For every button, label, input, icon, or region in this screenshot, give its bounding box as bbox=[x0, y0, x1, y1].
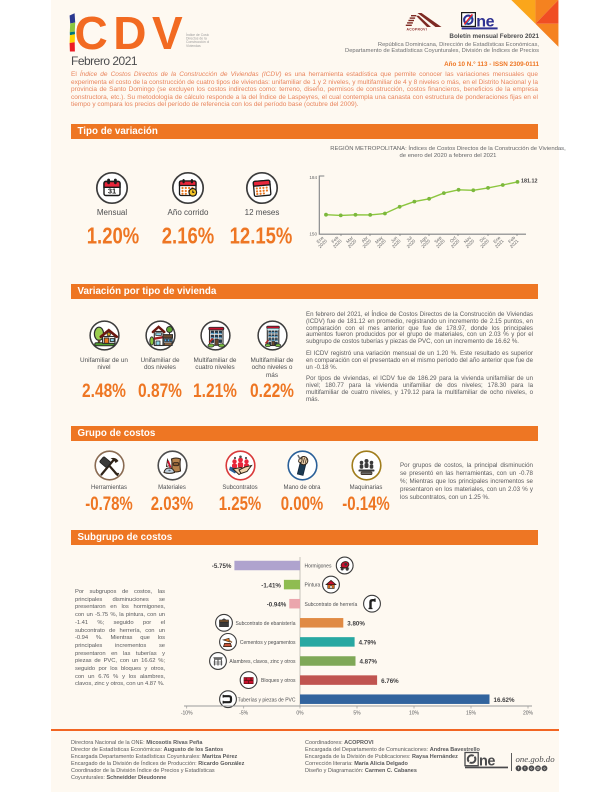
svg-text:-10%: -10% bbox=[181, 711, 193, 717]
svg-text:Índice de Costos: Índice de Costos bbox=[186, 33, 209, 37]
svg-text:-0.94%: -0.94% bbox=[267, 601, 287, 608]
svg-text:4.79%: 4.79% bbox=[359, 640, 377, 647]
svg-text:0%: 0% bbox=[296, 711, 304, 717]
svg-text:one.gob.do: one.gob.do bbox=[516, 754, 556, 764]
svg-text:2020: 2020 bbox=[362, 238, 373, 249]
svg-text:ACOPROVI: ACOPROVI bbox=[407, 28, 428, 32]
svg-text:Sep: Sep bbox=[433, 235, 443, 245]
svg-text:2020: 2020 bbox=[450, 238, 461, 249]
svg-text:2020: 2020 bbox=[435, 238, 446, 249]
svg-text:f: f bbox=[518, 767, 520, 771]
svg-text:Dic: Dic bbox=[479, 235, 488, 244]
svg-text:Pintura: Pintura bbox=[305, 583, 321, 589]
svg-text:Feb: Feb bbox=[330, 235, 339, 244]
svg-text:o: o bbox=[543, 767, 546, 771]
svg-text:2021: 2021 bbox=[494, 238, 505, 249]
svg-text:ne: ne bbox=[476, 13, 494, 30]
svg-text:2020: 2020 bbox=[391, 238, 402, 249]
svg-text:t: t bbox=[524, 767, 526, 771]
svg-text:Nov: Nov bbox=[463, 235, 473, 245]
svg-text:Cementos y pegamentos: Cementos y pegamentos bbox=[240, 640, 296, 646]
svg-text:181.12: 181.12 bbox=[521, 179, 538, 185]
svg-text:Bloques y otros: Bloques y otros bbox=[261, 678, 296, 684]
svg-text:16.62%: 16.62% bbox=[494, 697, 515, 704]
svg-text:Feb: Feb bbox=[507, 235, 516, 244]
svg-text:ne: ne bbox=[479, 754, 495, 770]
svg-text:Mar: Mar bbox=[345, 235, 354, 244]
svg-text:20%: 20% bbox=[523, 711, 534, 717]
svg-text:Ene: Ene bbox=[316, 235, 326, 245]
svg-text:May: May bbox=[374, 235, 384, 245]
svg-text:10%: 10% bbox=[409, 711, 420, 717]
svg-text:3.80%: 3.80% bbox=[347, 621, 365, 628]
svg-text:31: 31 bbox=[108, 187, 116, 196]
svg-text:-1.41%: -1.41% bbox=[261, 582, 281, 589]
svg-text:2021: 2021 bbox=[509, 238, 520, 249]
svg-text:2020: 2020 bbox=[420, 238, 431, 249]
svg-text:150: 150 bbox=[309, 232, 317, 237]
svg-text:2020: 2020 bbox=[479, 238, 490, 249]
svg-text:Subcontrato de ebanistería: Subcontrato de ebanistería bbox=[235, 621, 295, 627]
svg-text:CDV: CDV bbox=[75, 10, 189, 56]
svg-text:Alambres, clavos, zinc y otros: Alambres, clavos, zinc y otros bbox=[229, 659, 296, 665]
svg-text:15%: 15% bbox=[466, 711, 477, 717]
svg-text:Subcontrato de herrería: Subcontrato de herrería bbox=[305, 602, 358, 608]
svg-text:6.76%: 6.76% bbox=[381, 678, 399, 685]
svg-text:Ago: Ago bbox=[419, 235, 429, 245]
svg-text:Ene: Ene bbox=[492, 235, 502, 245]
svg-text:@: @ bbox=[536, 767, 540, 771]
svg-text:4.87%: 4.87% bbox=[360, 659, 378, 666]
svg-text:2020: 2020 bbox=[406, 238, 417, 249]
svg-text:2020: 2020 bbox=[347, 238, 358, 249]
svg-text:2020: 2020 bbox=[376, 238, 387, 249]
svg-text:2020: 2020 bbox=[465, 238, 476, 249]
svg-text:Construcción de: Construcción de bbox=[186, 40, 209, 44]
svg-text:Directos de la: Directos de la bbox=[186, 37, 207, 41]
svg-text:Jul: Jul bbox=[405, 235, 413, 243]
svg-text:2020: 2020 bbox=[332, 238, 343, 249]
svg-text:5%: 5% bbox=[353, 711, 361, 717]
svg-text:Viviendas: Viviendas bbox=[186, 44, 201, 48]
svg-text:Abr: Abr bbox=[360, 235, 369, 244]
svg-text:-5.75%: -5.75% bbox=[212, 563, 232, 570]
svg-text:Hormigones: Hormigones bbox=[305, 564, 332, 570]
svg-text:Oct: Oct bbox=[449, 235, 458, 244]
svg-text:Jun: Jun bbox=[390, 235, 399, 244]
svg-text:-5%: -5% bbox=[239, 711, 248, 717]
svg-text:Tuberías y piezas de PVC: Tuberías y piezas de PVC bbox=[238, 697, 296, 703]
svg-text:184: 184 bbox=[309, 175, 317, 180]
svg-text:o: o bbox=[530, 767, 533, 771]
svg-text:2020: 2020 bbox=[317, 238, 328, 249]
